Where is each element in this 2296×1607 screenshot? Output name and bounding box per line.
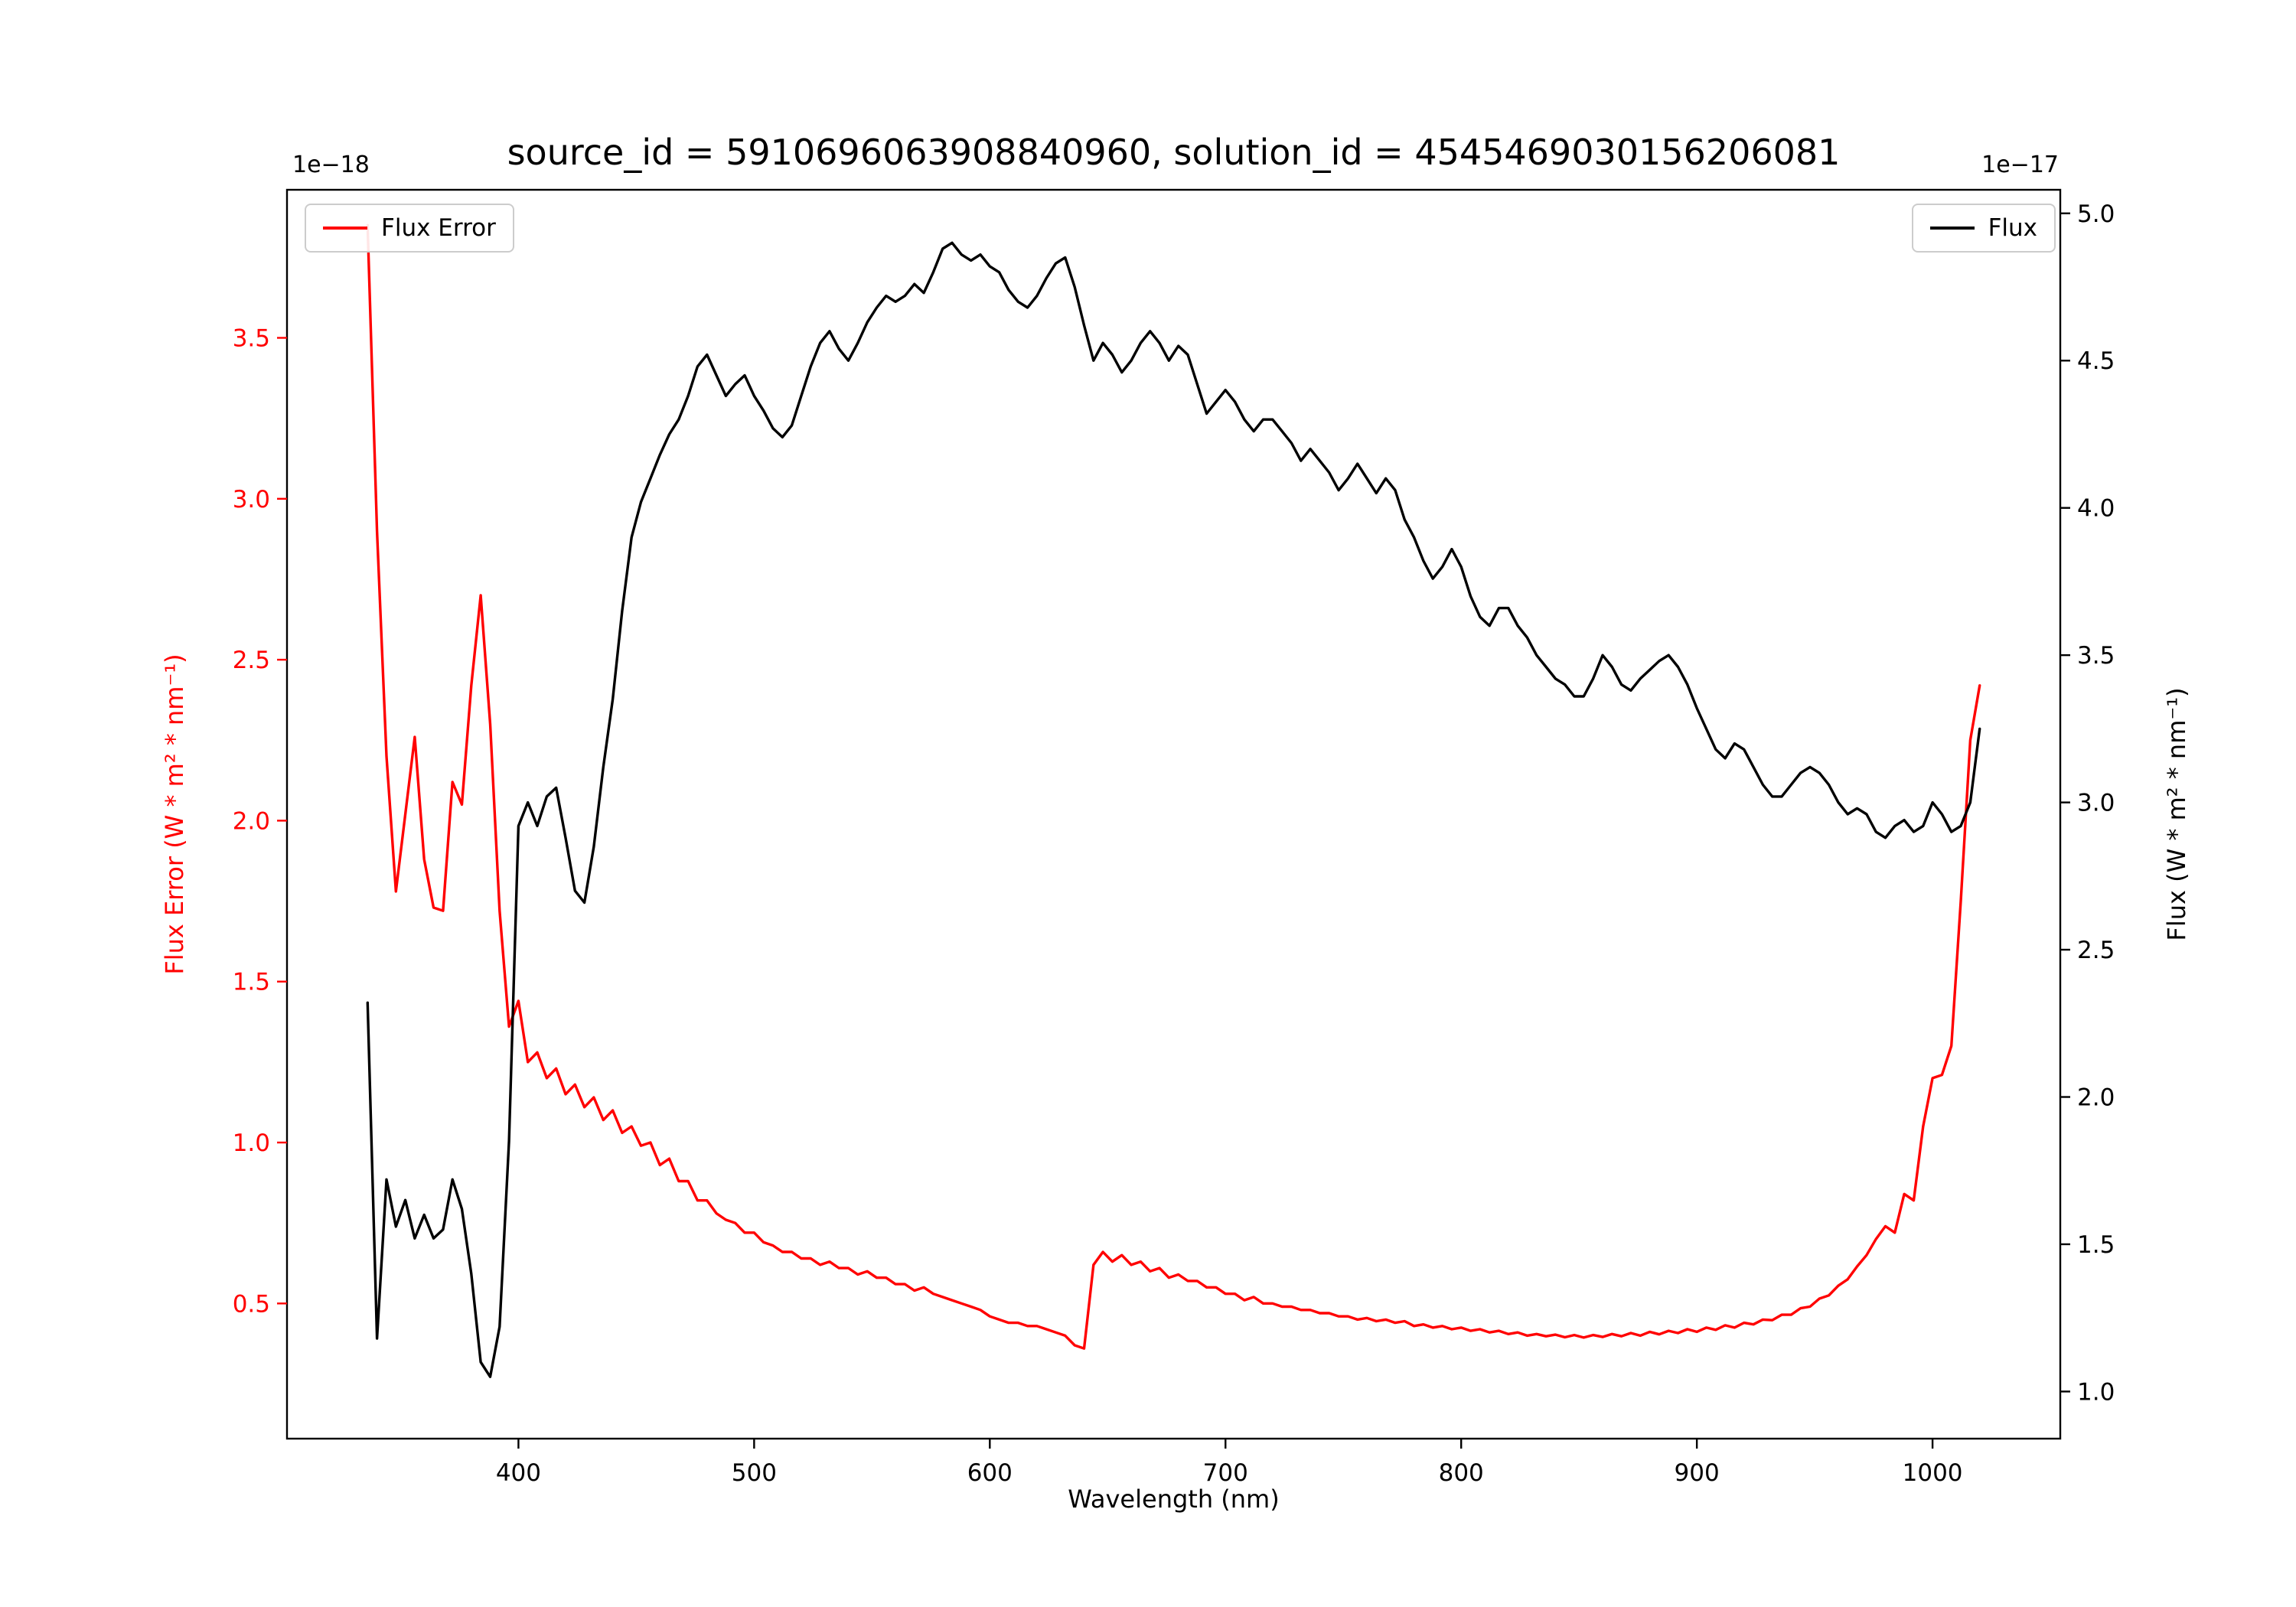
- y-axis-label-left: Flux Error (W * m² * nm⁻¹): [160, 654, 189, 975]
- series-line-flux: [366, 241, 1981, 1378]
- series-line-flux-error: [366, 223, 1981, 1350]
- right-axis-scale-offset: 1e−17: [1981, 152, 2059, 178]
- x-tick-label: 400: [496, 1459, 541, 1487]
- y-left-tick-label: 0.5: [233, 1290, 270, 1318]
- y-right-tick-label: 4.0: [2077, 495, 2115, 523]
- x-tick-label: 900: [1675, 1459, 1720, 1487]
- y-left-tick-label: 2.0: [233, 807, 270, 835]
- y-right-tick-label: 2.0: [2077, 1084, 2115, 1112]
- x-tick-label: 600: [967, 1459, 1013, 1487]
- x-axis-label: Wavelength (nm): [1068, 1485, 1280, 1514]
- y-right-tick-label: 4.5: [2077, 347, 2115, 375]
- flux-line-sample: [1929, 227, 1975, 230]
- legend-flux-error: Flux Error: [305, 204, 514, 253]
- left-axis-scale-offset: 1e−18: [292, 152, 370, 178]
- y-right-tick-label: 1.5: [2077, 1231, 2115, 1259]
- series-group: [366, 223, 1981, 1378]
- x-tick-label: 500: [732, 1459, 777, 1487]
- y-right-tick-label: 5.0: [2077, 200, 2115, 228]
- y-left-tick-label: 1.5: [233, 969, 270, 996]
- y-left-tick-label: 3.5: [233, 324, 270, 352]
- y-left-tick-label: 1.0: [233, 1129, 270, 1157]
- y-right-tick-label: 3.0: [2077, 790, 2115, 817]
- chart-title: source_id = 5910696063908840960, solutio…: [507, 132, 1841, 173]
- x-tick-label: 1000: [1903, 1459, 1963, 1487]
- y-right-tick-label: 3.5: [2077, 642, 2115, 670]
- x-tick-label: 700: [1203, 1459, 1248, 1487]
- legend-flux-error-label: Flux Error: [381, 214, 496, 242]
- axes-frame: [285, 188, 2062, 1440]
- y-right-tick-label: 1.0: [2077, 1378, 2115, 1406]
- x-tick-label: 800: [1439, 1459, 1484, 1487]
- y-left-tick-label: 3.0: [233, 486, 270, 513]
- legend-flux: Flux: [1911, 204, 2056, 253]
- y-left-tick-label: 2.5: [233, 647, 270, 674]
- flux-error-line-sample: [323, 227, 367, 230]
- y-right-tick-label: 2.5: [2077, 937, 2115, 964]
- y-axis-label-right: Flux (W * m² * nm⁻¹): [2162, 687, 2191, 941]
- legend-flux-label: Flux: [1988, 214, 2037, 242]
